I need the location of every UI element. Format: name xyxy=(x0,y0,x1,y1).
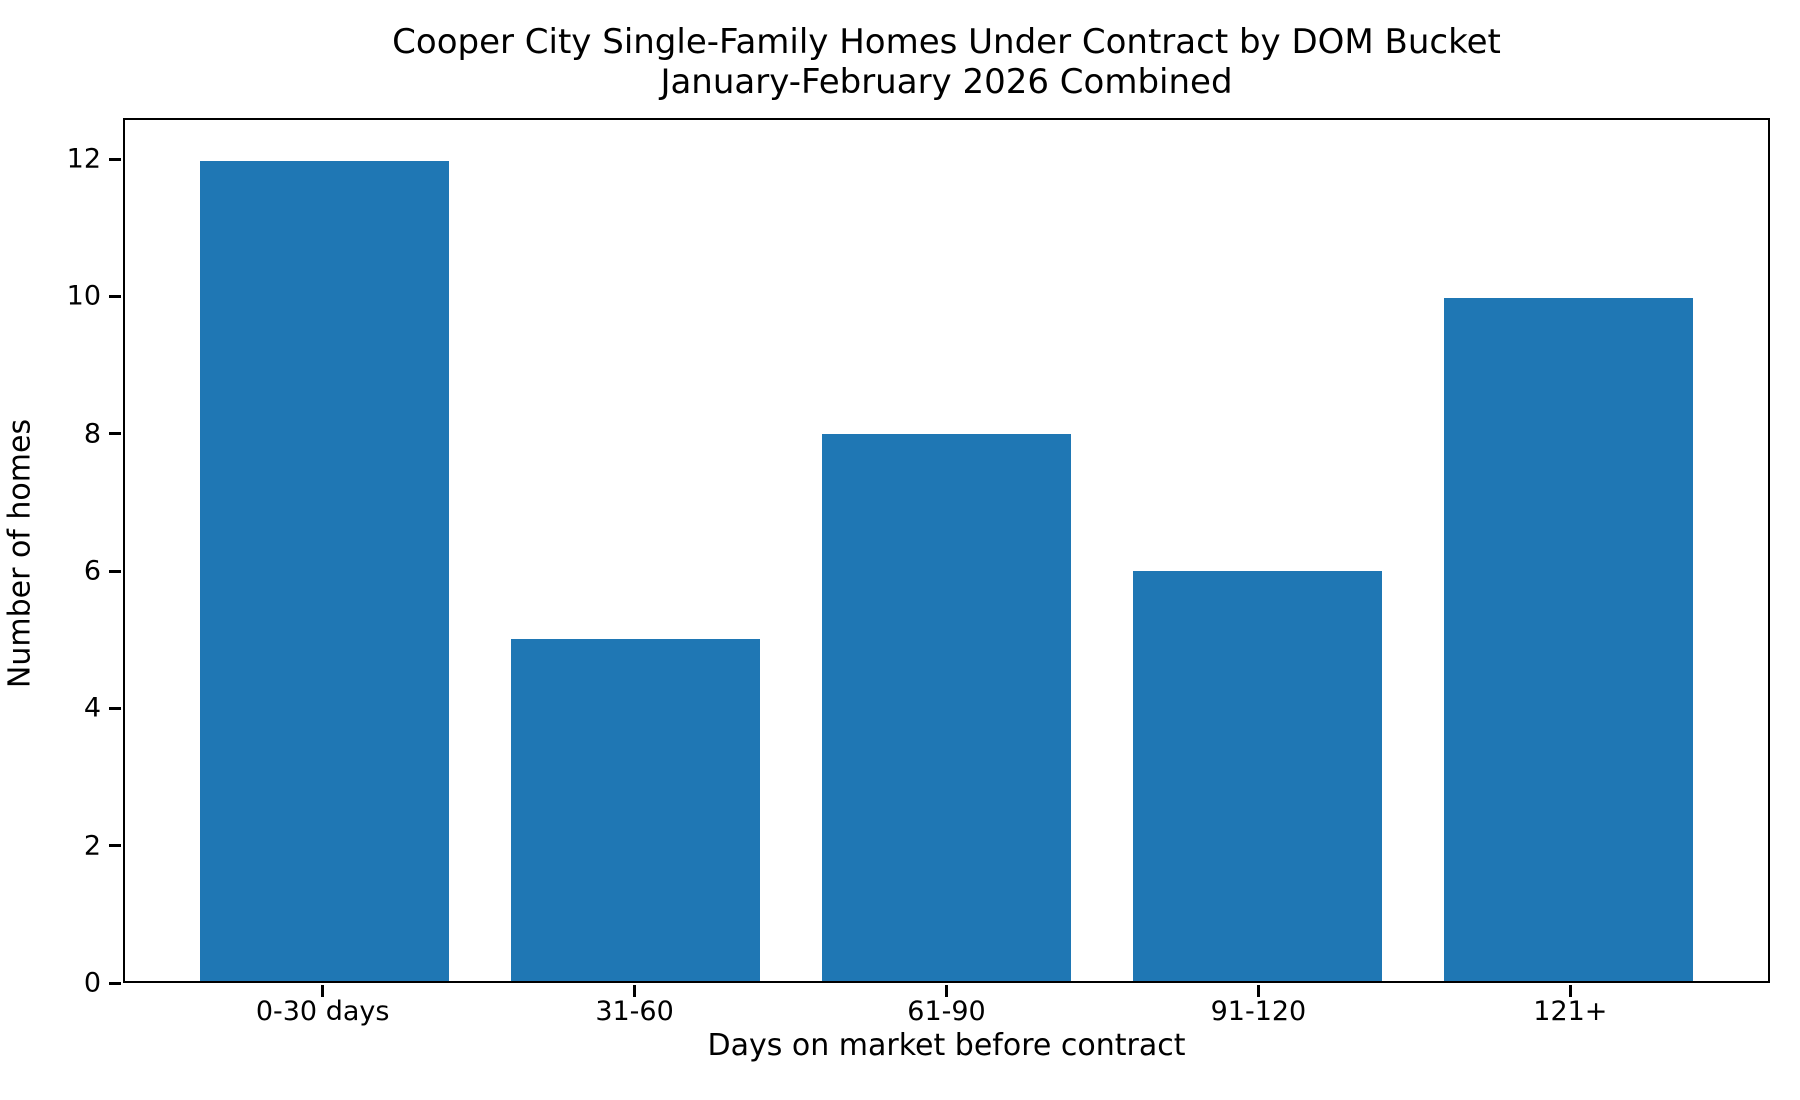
bar-121+ xyxy=(1444,297,1694,981)
x-tick-label-91-120: 91-120 xyxy=(1210,996,1307,1027)
x-tick-label-121+: 121+ xyxy=(1533,996,1608,1027)
x-tick-mark-61-90 xyxy=(945,985,948,997)
x-axis-label: Days on market before contract xyxy=(707,1028,1186,1063)
y-tick-mark-12 xyxy=(109,157,121,161)
plot-area xyxy=(123,118,1770,983)
x-tick-label-61-90: 61-90 xyxy=(907,996,986,1027)
chart-subtitle: January-February 2026 Combined xyxy=(660,62,1233,102)
bar-91-120 xyxy=(1133,571,1383,981)
x-tick-label-0-30 days: 0-30 days xyxy=(255,996,390,1027)
y-tick-mark-0 xyxy=(109,981,121,985)
y-tick-mark-8 xyxy=(109,432,121,436)
x-tick-label-31-60: 31-60 xyxy=(595,996,674,1027)
y-tick-mark-4 xyxy=(109,706,121,710)
y-tick-mark-6 xyxy=(109,569,121,573)
y-tick-label-0: 0 xyxy=(83,967,101,999)
bar-61-90 xyxy=(822,434,1071,981)
y-tick-mark-2 xyxy=(109,844,121,848)
y-axis-label: Number of homes xyxy=(2,418,38,689)
bar-0-30 days xyxy=(199,161,449,981)
chart-title-block: Cooper City Single-Family Homes Under Co… xyxy=(123,22,1770,102)
x-tick-mark-0-30 days xyxy=(321,985,325,997)
x-tick-mark-31-60 xyxy=(633,985,637,997)
y-tick-label-2: 2 xyxy=(83,830,101,862)
bar-31-60 xyxy=(510,639,760,981)
y-tick-mark-10 xyxy=(109,294,121,298)
x-tick-mark-121+ xyxy=(1568,985,1572,997)
chart-title: Cooper City Single-Family Homes Under Co… xyxy=(392,22,1501,62)
x-tick-mark-91-120 xyxy=(1256,985,1260,997)
y-tick-label-12: 12 xyxy=(66,143,101,175)
